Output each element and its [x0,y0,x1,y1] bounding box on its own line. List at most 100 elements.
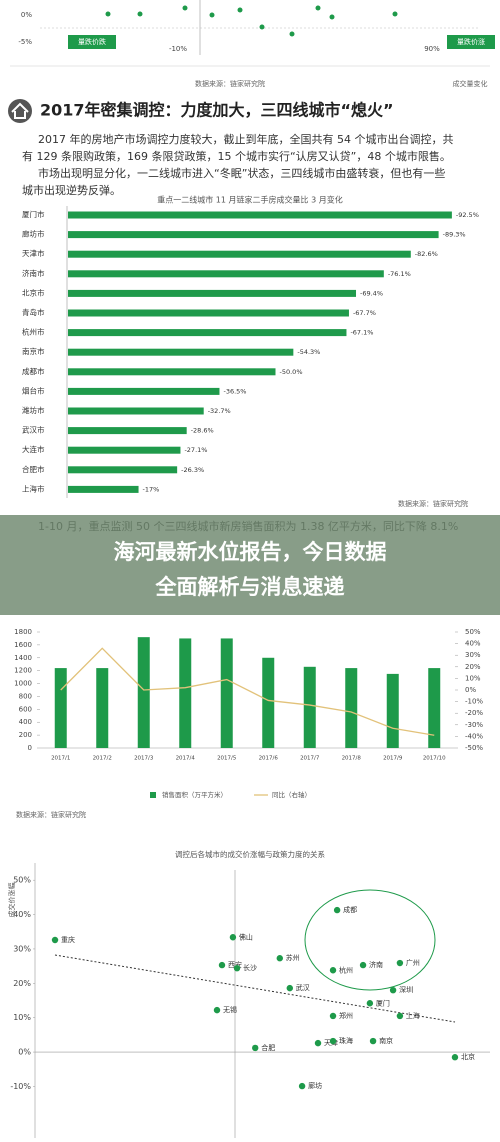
y-tick-label: 1200 [14,667,32,675]
chart-title: 重点一二线城市 11 月链家二手房成交量比 3 月变化 [157,195,342,205]
axis-label: 成交量变化 [453,79,488,88]
category-label: 南京市 [22,346,45,356]
point-label: 廊坊 [308,1081,322,1090]
bar [68,348,294,356]
y2-tick-label: -30% [465,721,483,729]
point-label: 深圳 [399,985,413,994]
data-label: -76.1% [388,270,411,278]
bar [68,466,178,474]
point [369,1037,377,1045]
point [218,961,226,969]
x-tick-label: 2017/2 [93,756,112,762]
point [329,967,337,974]
bar [54,668,67,748]
data-label: -32.7% [208,407,231,415]
point [233,964,241,972]
bar [68,387,220,395]
point-label: 重庆 [61,935,75,944]
bar [220,638,233,748]
data-label: -67.7% [353,309,376,317]
point [389,986,397,994]
point [51,936,59,944]
paragraph-line: 有 129 条限购政策，169 条限贷政策，15 个城市实行“认房又认贷”，48… [22,149,451,163]
source: 数据来源：链家研究院 [195,79,265,88]
y-axis-label: 成交价涨幅 [7,883,16,918]
bar [68,250,411,258]
point [213,1006,221,1014]
data-label: -36.5% [223,387,246,395]
y-tick-label: 50% [13,876,31,885]
point [396,959,404,967]
legend-swatch [150,792,156,798]
bar [137,637,150,748]
data-label: -69.4% [360,289,383,297]
x-tick-label: 2017/4 [176,756,196,762]
point [329,1037,337,1045]
point [366,1000,374,1007]
highlight-ellipse [304,889,436,991]
x-tick-label: 2017/1 [51,756,70,762]
heading: 2017年密集调控：力度加大，三四线城市“熄火” [40,101,394,120]
legend-label: 销售面积（万平方米） [162,790,227,799]
y-tick-label: -5% [18,38,32,46]
y-tick-label: 10% [13,1013,31,1022]
point-label: 厦门 [376,998,390,1007]
banner-title: 全面解析与消息速递 [155,575,345,599]
x-tick-label: 2017/3 [134,756,154,762]
source: 数据来源：链家研究院 [16,810,86,819]
y2-tick-label: 50% [465,628,481,636]
bar [68,485,139,493]
y2-tick-label: 20% [465,663,481,671]
category-label: 天津市 [22,248,45,258]
data-label: -26.3% [181,466,204,474]
category-label: 廊坊市 [22,229,45,239]
data-label: -82.6% [415,250,438,258]
y-tick-label: 1600 [14,641,32,649]
bar [96,668,109,748]
y2-tick-label: -10% [465,698,483,706]
category-label: 大连市 [22,444,45,454]
bar [68,309,349,317]
point-label: 珠海 [339,1036,353,1045]
point-label: 南京 [379,1036,393,1045]
quadrant-label: 量跌价涨 [457,37,485,46]
data-label: -50.0% [280,368,303,376]
category-label: 上海市 [22,483,45,493]
data-label: -28.6% [191,427,214,435]
data-label: -17% [143,485,160,493]
category-label: 合肥市 [22,464,45,474]
bar [386,673,399,748]
x-tick-label: 2017/6 [259,756,279,762]
point-label: 武汉 [296,983,310,992]
bar [262,657,275,748]
category-label: 青岛市 [22,307,45,317]
y-tick-label: -10% [10,1082,31,1091]
chart-title: 调控后各城市的成交价涨幅与政策力度的关系 [175,849,325,859]
bar [303,666,316,748]
point [396,1012,404,1020]
bar [345,668,358,748]
y-tick-label: 40% [13,910,31,919]
decor-points [105,5,398,37]
y-tick-label: 0% [18,1048,31,1057]
point-label: 成都 [343,905,357,914]
y-tick-label: 30% [13,944,31,953]
x-tick-label: 2017/10 [423,756,446,762]
point [329,1012,337,1020]
bar [428,668,441,748]
y2-tick-label: 10% [465,674,481,682]
bar [68,368,276,376]
point-label: 广州 [406,958,420,967]
category-label: 杭州市 [22,327,45,337]
point-label: 西安 [228,960,242,969]
quadrant-box [447,35,495,49]
bar [68,231,439,239]
point-label: 济南 [369,960,383,969]
banner-title: 海河最新水位报告，今日数据 [114,540,387,564]
y2-tick-label: 30% [465,651,481,659]
data-label: -67.1% [350,329,373,337]
point [229,934,237,941]
y2-tick-label: -20% [465,709,483,717]
legend-label: 同比（右轴） [272,790,311,799]
x-tick-label: 2017/9 [383,756,403,762]
